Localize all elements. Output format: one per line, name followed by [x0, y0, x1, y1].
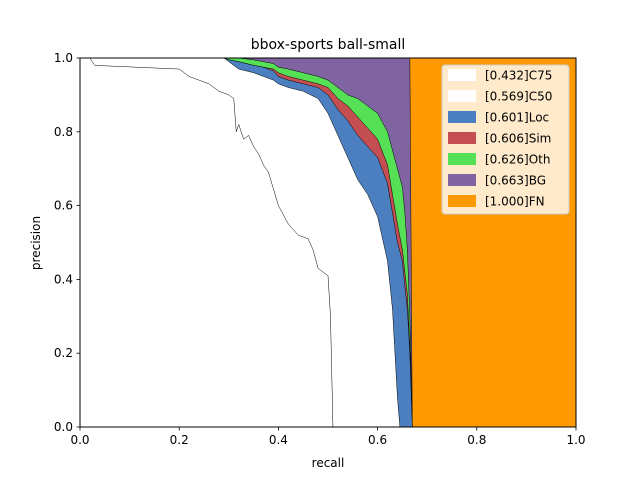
- legend-swatch: [448, 195, 476, 207]
- y-tick-label: 0.6: [54, 199, 73, 213]
- legend-swatch: [448, 174, 476, 186]
- area-layers: [79, 57, 577, 428]
- area-c75: [79, 57, 334, 428]
- y-axis-label: precision: [29, 216, 43, 270]
- legend-swatch: [448, 69, 476, 81]
- legend-swatch: [448, 90, 476, 102]
- legend-label: [0.606]Sim: [485, 132, 551, 146]
- y-tick-label: 0.2: [54, 346, 73, 360]
- x-tick-label: 0.0: [70, 433, 89, 447]
- y-tick-label: 0.8: [54, 125, 73, 139]
- legend-label: [1.000]FN: [485, 195, 545, 209]
- x-tick-label: 0.6: [368, 433, 387, 447]
- y-tick-label: 0.0: [54, 420, 73, 434]
- legend-label: [0.601]Loc: [485, 111, 549, 125]
- x-tick-label: 0.4: [269, 433, 288, 447]
- legend-swatch: [448, 132, 476, 144]
- y-tick-label: 0.4: [54, 272, 73, 286]
- legend-label: [0.663]BG: [485, 174, 546, 188]
- x-axis-ticks: 0.0 0.2 0.4 0.6 0.8 1.0: [70, 427, 586, 447]
- y-tick-label: 1.0: [54, 51, 73, 65]
- legend-items: [0.432]C75 [0.569]C50 [0.601]Loc [0.606]Sim…: [448, 69, 552, 209]
- x-axis-label: recall: [312, 456, 345, 470]
- legend-label: [0.569]C50: [485, 90, 552, 104]
- chart-title: bbox-sports ball-small: [251, 37, 406, 53]
- legend-label: [0.626]Oth: [485, 153, 550, 167]
- legend-swatch: [448, 111, 476, 123]
- x-tick-label: 1.0: [566, 433, 585, 447]
- x-tick-label: 0.8: [467, 433, 486, 447]
- plot-frame: [79, 57, 577, 428]
- legend-swatch: [448, 153, 476, 165]
- y-axis-ticks: 0.0 0.2 0.4 0.6 0.8 1.0: [54, 51, 80, 434]
- x-tick-label: 0.2: [170, 433, 189, 447]
- legend-label: [0.432]C75: [485, 69, 552, 83]
- legend: [0.432]C75 [0.569]C50 [0.601]Loc [0.606]Sim…: [441, 64, 570, 215]
